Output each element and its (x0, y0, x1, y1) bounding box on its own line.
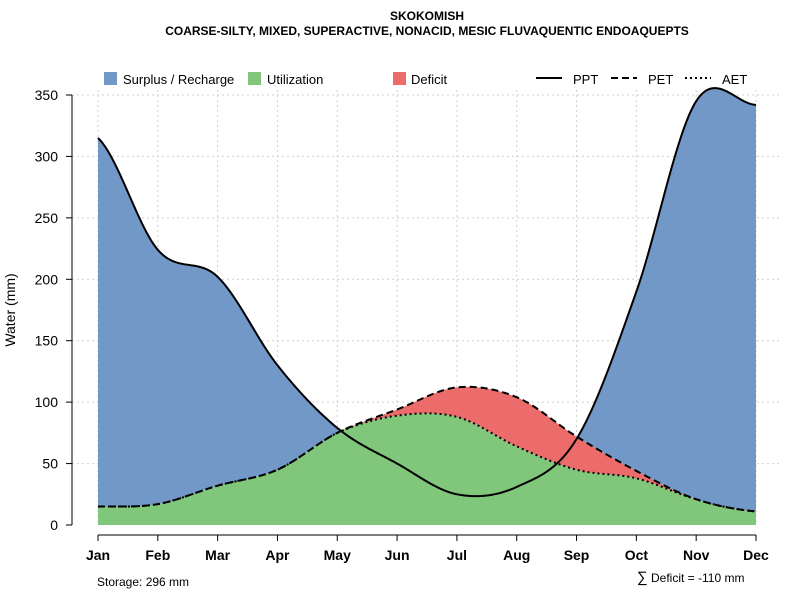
series-lines (97, 87, 757, 513)
area-utilization (98, 413, 756, 525)
legend-swatch-utilization (248, 72, 261, 85)
series-line-pet (97, 385, 757, 513)
x-tick-label: Jan (86, 547, 110, 563)
y-axis-label: Water (mm) (2, 273, 18, 346)
legend-swatch-deficit (393, 72, 406, 85)
x-tick-label: Aug (503, 547, 530, 563)
legend-label-pet: PET (648, 72, 673, 87)
area-fills (98, 88, 756, 525)
y-tick-label: 100 (35, 394, 59, 410)
x-tick-label: Dec (743, 547, 769, 563)
y-tick-label: 300 (35, 148, 59, 164)
legend-label-utilization: Utilization (267, 72, 323, 87)
y-tick-label: 200 (35, 271, 59, 287)
x-tick-label: Feb (145, 547, 170, 563)
x-tick-label: Apr (265, 547, 290, 563)
legend-label-ppt: PPT (573, 72, 598, 87)
x-tick-label: Mar (205, 547, 230, 563)
chart-subtitle: COARSE-SILTY, MIXED, SUPERACTIVE, NONACI… (165, 24, 689, 38)
y-tick-label: 350 (35, 87, 59, 103)
x-axis: Jan Feb Mar Apr May Jun Jul Aug Sep Oct Nov Dec (86, 534, 769, 563)
storage-note: Storage: 296 mm (97, 575, 189, 589)
area-surplus (98, 88, 756, 512)
y-tick-label: 150 (35, 333, 59, 349)
x-tick-label: Nov (683, 547, 710, 563)
series-line-ppt (97, 87, 757, 498)
legend-swatch-surplus (104, 72, 117, 85)
deficit-note: Deficit = -110 mm (651, 571, 744, 585)
x-tick-label: Oct (625, 547, 649, 563)
legend: Surplus / Recharge Utilization Deficit P… (104, 72, 747, 87)
legend-label-surplus: Surplus / Recharge (123, 72, 234, 87)
chart-title: SKOKOMISH (390, 9, 464, 23)
y-tick-label: 0 (50, 517, 58, 533)
x-tick-label: Jul (447, 547, 467, 563)
y-tick-label: 50 (42, 456, 58, 472)
x-tick-label: May (324, 547, 351, 563)
y-tick-label: 250 (35, 210, 59, 226)
area-deficit (98, 386, 756, 512)
x-tick-label: Jun (385, 547, 410, 563)
x-tick-label: Sep (564, 547, 590, 563)
legend-label-aet: AET (722, 72, 747, 87)
y-axis: 0 50 100 150 200 250 300 350 (35, 87, 73, 533)
sum-symbol: ∑ (637, 569, 648, 586)
legend-label-deficit: Deficit (411, 72, 448, 87)
